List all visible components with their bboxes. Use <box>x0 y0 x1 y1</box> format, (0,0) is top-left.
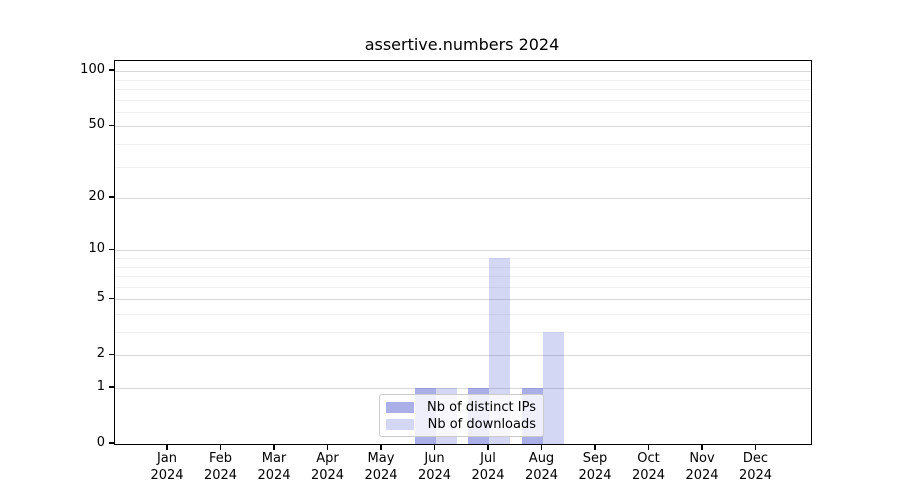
y-tick-mark <box>109 124 114 127</box>
gridline-major <box>115 126 811 128</box>
x-tick-label: Oct 2024 <box>631 451 666 483</box>
y-tick-label: 1 <box>96 379 105 394</box>
gridline-major <box>115 388 811 389</box>
gridline-minor <box>115 258 811 259</box>
y-tick-label: 10 <box>88 241 105 257</box>
y-tick-mark <box>109 442 114 444</box>
x-tick-mark <box>380 444 382 450</box>
gridline-minor <box>115 314 811 315</box>
x-tick-mark <box>594 444 596 450</box>
x-tick-label: Jul 2024 <box>471 451 505 483</box>
gridline-major <box>115 355 811 357</box>
chart-title: assertive.numbers 2024 <box>364 35 560 54</box>
y-tick-label: 2 <box>96 346 105 362</box>
x-tick-label: May 2024 <box>364 451 398 483</box>
gridline-major <box>115 250 811 252</box>
y-tick-mark <box>109 353 114 355</box>
bar-downloads <box>542 332 564 444</box>
y-tick-label: 5 <box>96 290 105 306</box>
x-tick-mark <box>219 444 222 450</box>
y-tick-label: 20 <box>88 189 105 204</box>
y-tick-label: 50 <box>88 117 105 133</box>
y-tick-mark <box>109 386 114 388</box>
legend: Nb of distinct IPs Nb of downloads <box>379 394 544 437</box>
x-tick-mark <box>433 444 436 450</box>
gridline-minor <box>115 111 811 113</box>
legend-row-downloads: Nb of downloads <box>386 416 536 432</box>
x-tick-mark <box>754 444 757 450</box>
legend-label-distinct-ips: Nb of distinct IPs <box>427 399 536 415</box>
gridline-major <box>115 299 811 301</box>
y-tick-mark <box>109 69 114 71</box>
x-tick-mark <box>647 444 650 450</box>
gridline-minor <box>115 79 811 81</box>
x-tick-mark <box>487 444 489 450</box>
gridline-minor <box>115 286 811 288</box>
x-tick-label: Sep 2024 <box>578 451 612 483</box>
gridline-minor <box>115 276 811 277</box>
gridline-major <box>115 198 811 199</box>
gridline-minor <box>115 332 811 333</box>
y-tick-label: 100 <box>80 62 105 78</box>
gridline-minor <box>115 266 811 268</box>
x-tick-label: Aug 2024 <box>524 451 559 483</box>
legend-label-downloads: Nb of downloads <box>427 416 536 432</box>
gridline-minor <box>115 99 811 101</box>
x-tick-mark <box>273 444 275 450</box>
x-tick-label: Feb 2024 <box>203 451 238 483</box>
y-tick-mark <box>109 248 114 250</box>
x-tick-mark <box>326 444 329 450</box>
x-tick-label: Jun 2024 <box>417 451 452 483</box>
y-tick-mark <box>109 196 114 198</box>
gridline-minor <box>115 88 811 90</box>
x-tick-label: Mar 2024 <box>257 451 291 483</box>
x-tick-mark <box>540 444 543 450</box>
x-tick-mark <box>701 444 703 450</box>
y-tick-mark <box>109 297 114 299</box>
gridline-minor <box>115 166 811 168</box>
gridline-minor <box>115 143 811 145</box>
legend-swatch-downloads-icon <box>386 418 414 430</box>
gridline-major <box>115 71 811 73</box>
x-tick-label: Nov 2024 <box>685 451 719 483</box>
x-tick-label: Dec 2024 <box>738 451 773 483</box>
x-tick-mark <box>166 444 168 450</box>
x-tick-label: Apr 2024 <box>310 451 345 483</box>
legend-swatch-distinct-ips-icon <box>386 401 414 413</box>
x-tick-label: Jan 2024 <box>150 451 184 483</box>
y-tick-label: 0 <box>96 435 105 450</box>
legend-row-distinct-ips: Nb of distinct IPs <box>386 399 536 415</box>
plot-area: Nb of distinct IPs Nb of downloads <box>114 60 812 445</box>
